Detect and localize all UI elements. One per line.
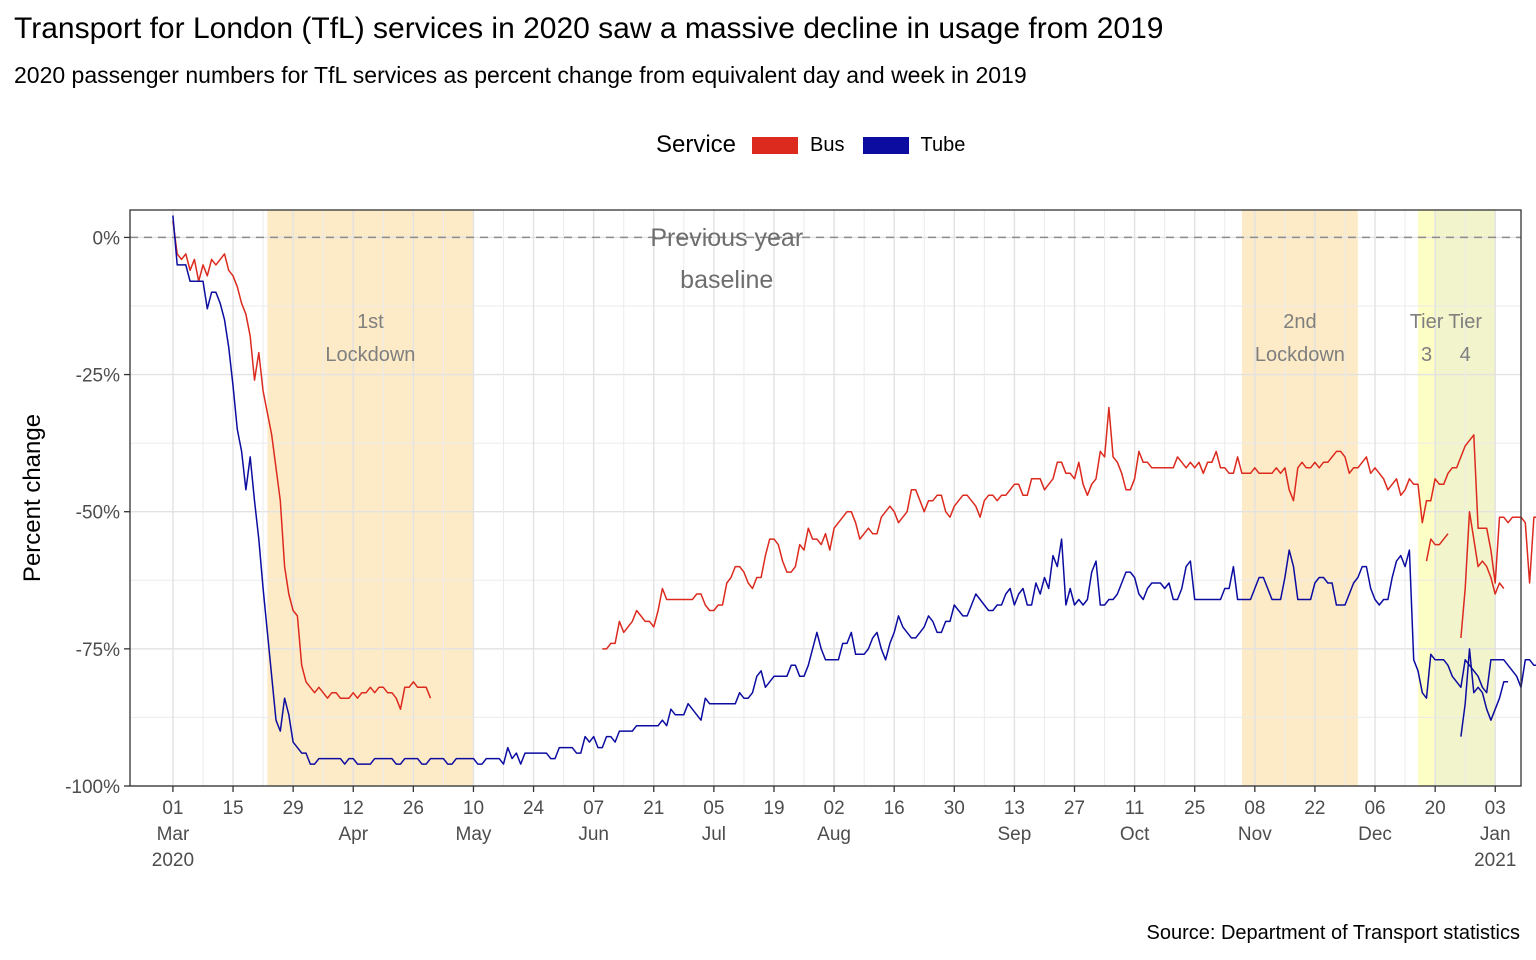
x-tick-label: 27 (1064, 798, 1085, 819)
x-tick-label: Aug (817, 824, 851, 845)
x-tick-label: 08 (1244, 798, 1265, 819)
x-tick-label: 24 (523, 798, 545, 819)
x-tick-label: 11 (1125, 798, 1145, 819)
plot-frame (129, 209, 1522, 787)
period-label-line: 4 (1460, 344, 1471, 366)
legend-label-bus: Bus (810, 133, 845, 156)
period-label-line: Lockdown (325, 344, 415, 366)
x-tick-label: Jun (578, 824, 609, 845)
series-line-bus (1425, 533, 1449, 562)
source-note: Source: Department of Transport statisti… (1146, 922, 1521, 944)
legend-label-tube: Tube (920, 133, 966, 156)
x-tick-label: 29 (283, 798, 304, 819)
x-tick-label: Oct (1120, 824, 1150, 845)
x-tick-label: Nov (1238, 824, 1272, 845)
period-bands (267, 210, 1496, 786)
y-tick-label: -25% (76, 366, 120, 387)
x-tick-label: 15 (222, 798, 243, 819)
y-tick-label: -100% (65, 777, 120, 798)
x-tick-label: Mar (157, 824, 190, 845)
x-tick-label: 22 (1304, 798, 1325, 819)
period-label-line: Tier (1410, 311, 1444, 333)
x-tick-label: May (456, 824, 492, 845)
legend-title: Service (656, 131, 737, 158)
baseline-label-line: baseline (680, 266, 773, 294)
period-band (1417, 210, 1436, 786)
series-line-bus (602, 406, 1536, 650)
x-tick-label: 2021 (1474, 850, 1516, 871)
x-tick-label: 01 (162, 798, 183, 819)
period-label-line: Lockdown (1255, 344, 1345, 366)
x-tick-label: 25 (1184, 798, 1205, 819)
x-tick-label: 21 (643, 798, 664, 819)
x-tick-label: Jul (702, 824, 726, 845)
chart-subtitle: 2020 passenger numbers for TfL services … (14, 62, 1027, 88)
series-lines (172, 215, 1536, 765)
period-label-line: Tier (1448, 311, 1482, 333)
baseline-label-line: Previous year (650, 224, 803, 252)
x-tick-label: 03 (1485, 798, 1506, 819)
period-band (267, 210, 474, 786)
period-label-line: 3 (1421, 344, 1432, 366)
x-tick-label: 06 (1364, 798, 1385, 819)
legend-item-tube: Tube (862, 133, 966, 157)
legend-item-bus: Bus (752, 133, 845, 157)
axes: 0% -25% -50% -75% -100% 01 Mar 2020 15 29 12 Apr 26 1… (65, 209, 1522, 871)
x-tick-label: Sep (997, 824, 1031, 845)
series-line-tube (1460, 648, 1509, 737)
chart-title: Transport for London (TfL) services in 2… (14, 12, 1164, 45)
x-tick-label: 30 (944, 798, 965, 819)
period-labels: 1st Lockdown 2nd Lockdown Tier 3 Tier 4 (325, 311, 1482, 366)
x-tick-label: 12 (343, 798, 364, 819)
y-axis-label: Percent change (19, 414, 46, 582)
period-label-line: 1st (357, 311, 384, 333)
x-tick-label: 16 (884, 798, 905, 819)
period-label-line: 2nd (1283, 311, 1316, 333)
x-tick-label: 02 (824, 798, 845, 819)
y-tick-label: 0% (93, 228, 121, 249)
x-tick-label: Jan (1480, 824, 1511, 845)
x-tick-label: Dec (1358, 824, 1392, 845)
legend-key-bus (752, 136, 799, 154)
x-tick-label: 07 (583, 798, 604, 819)
x-tick-label: 19 (763, 798, 784, 819)
x-tick-label: 26 (403, 798, 424, 819)
legend: Service Bus Tube (656, 128, 983, 162)
x-tick-label: 13 (1004, 798, 1025, 819)
x-tick-label: Apr (338, 824, 368, 845)
x-tick-label: 20 (1425, 798, 1446, 819)
baseline: Previous year baseline (130, 224, 1521, 294)
series-line-bus (1460, 510, 1505, 638)
y-tick-label: -50% (76, 503, 120, 524)
legend-key-tube (862, 136, 909, 154)
x-tick-label: 05 (703, 798, 724, 819)
period-band (1241, 210, 1358, 786)
series-line-bus (172, 220, 432, 710)
x-tick-label: 2020 (152, 850, 194, 871)
x-tick-label: 10 (463, 798, 484, 819)
y-tick-label: -75% (76, 640, 120, 661)
series-line-tube (172, 215, 1536, 765)
